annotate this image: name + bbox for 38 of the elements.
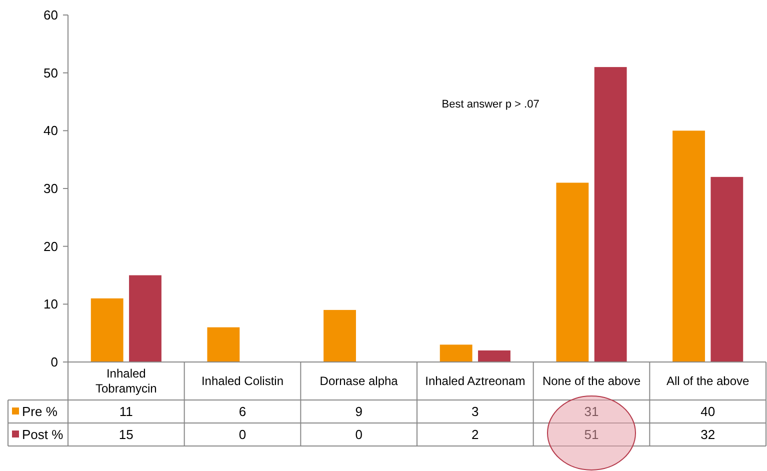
y-tick-label: 60 (44, 8, 58, 23)
legend-label: Pre % (22, 404, 58, 420)
data-label: 0 (355, 427, 362, 442)
data-label: 2 (472, 427, 479, 442)
bar (710, 176, 744, 362)
y-tick-label: 0 (50, 354, 58, 370)
y-tick-label: 10 (44, 296, 58, 312)
data-label: 40 (700, 404, 716, 420)
data-label: 0 (238, 427, 246, 442)
data-label: 31 (584, 404, 599, 420)
bar (207, 327, 240, 362)
legend-label: Post % (22, 427, 64, 442)
bar (324, 310, 356, 362)
y-tick-label: 50 (44, 65, 58, 80)
bar (594, 67, 627, 362)
bar (672, 130, 705, 362)
x-tick-label: Inhaled Aztreonam (425, 374, 526, 388)
x-tick-label: All of the above (666, 374, 750, 388)
bar (90, 298, 124, 362)
data-label: 9 (355, 404, 362, 420)
x-tick-label: None of the above (542, 374, 641, 388)
annotation: Best answer p > .07 (442, 98, 540, 111)
bar (440, 344, 472, 362)
y-tick-label: 40 (44, 123, 58, 138)
x-tick-label: Dornase alpha (320, 374, 398, 388)
bar (556, 182, 589, 362)
data-label: 11 (119, 404, 133, 420)
data-label: 32 (700, 427, 716, 442)
bar (478, 350, 510, 362)
x-tick-label: Inhaled Colistin (201, 374, 284, 388)
data-label: 51 (584, 427, 599, 442)
data-label: 15 (118, 427, 134, 442)
bar (129, 275, 162, 362)
y-tick-label: 20 (44, 238, 58, 254)
data-label: 6 (238, 404, 246, 420)
data-label: 3 (472, 404, 479, 420)
x-tick-label: Inhaled Tobramycin (95, 366, 157, 396)
y-tick-label: 30 (44, 181, 58, 196)
